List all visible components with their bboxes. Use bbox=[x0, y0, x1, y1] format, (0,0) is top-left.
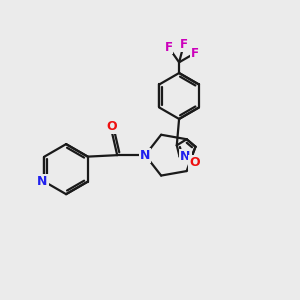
Text: F: F bbox=[191, 47, 199, 60]
Text: N: N bbox=[180, 150, 190, 163]
Text: F: F bbox=[180, 38, 188, 51]
Text: F: F bbox=[165, 41, 172, 54]
Text: O: O bbox=[189, 156, 200, 169]
Text: O: O bbox=[106, 120, 117, 133]
Text: N: N bbox=[140, 149, 150, 162]
Text: N: N bbox=[37, 175, 47, 188]
